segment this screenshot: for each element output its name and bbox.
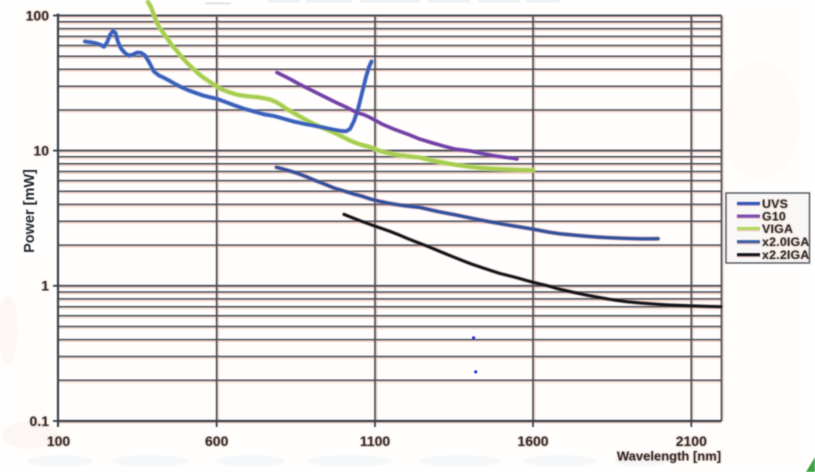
svg-text:UVS: UVS	[762, 197, 788, 211]
svg-text:1: 1	[41, 278, 49, 294]
svg-text:10: 10	[33, 143, 49, 159]
svg-text:100: 100	[26, 7, 50, 23]
svg-text:VIGA: VIGA	[762, 222, 793, 236]
svg-text:x2.0IGA: x2.0IGA	[762, 235, 810, 249]
svg-text:G10: G10	[762, 209, 786, 223]
svg-text:x2.0IGA: x2.0IGA	[762, 235, 810, 249]
svg-text:x2.2IGA: x2.2IGA	[762, 248, 810, 262]
svg-text:G10: G10	[762, 209, 786, 223]
svg-text:1100: 1100	[360, 433, 391, 449]
svg-text:1: 1	[41, 278, 49, 294]
svg-text:600: 600	[205, 433, 229, 449]
svg-text:0.1: 0.1	[30, 413, 50, 429]
svg-text:10: 10	[33, 143, 49, 159]
svg-text:VIGA: VIGA	[762, 222, 793, 236]
svg-text:Wavelength [nm]: Wavelength [nm]	[617, 448, 721, 463]
svg-text:600: 600	[205, 433, 229, 449]
svg-text:100: 100	[47, 433, 71, 449]
svg-text:Wavelength [nm]: Wavelength [nm]	[617, 448, 721, 463]
svg-text:Power [mW]: Power [mW]	[22, 169, 38, 253]
svg-text:1100: 1100	[360, 433, 391, 449]
svg-text:x2.2IGA: x2.2IGA	[762, 248, 810, 262]
svg-text:1600: 1600	[517, 433, 548, 449]
svg-text:100: 100	[26, 7, 50, 23]
svg-text:1600: 1600	[517, 433, 548, 449]
svg-text:UVS: UVS	[762, 197, 788, 211]
svg-text:2100: 2100	[676, 433, 707, 449]
svg-text:0.1: 0.1	[30, 413, 50, 429]
svg-text:100: 100	[47, 433, 71, 449]
svg-text:2100: 2100	[676, 433, 707, 449]
